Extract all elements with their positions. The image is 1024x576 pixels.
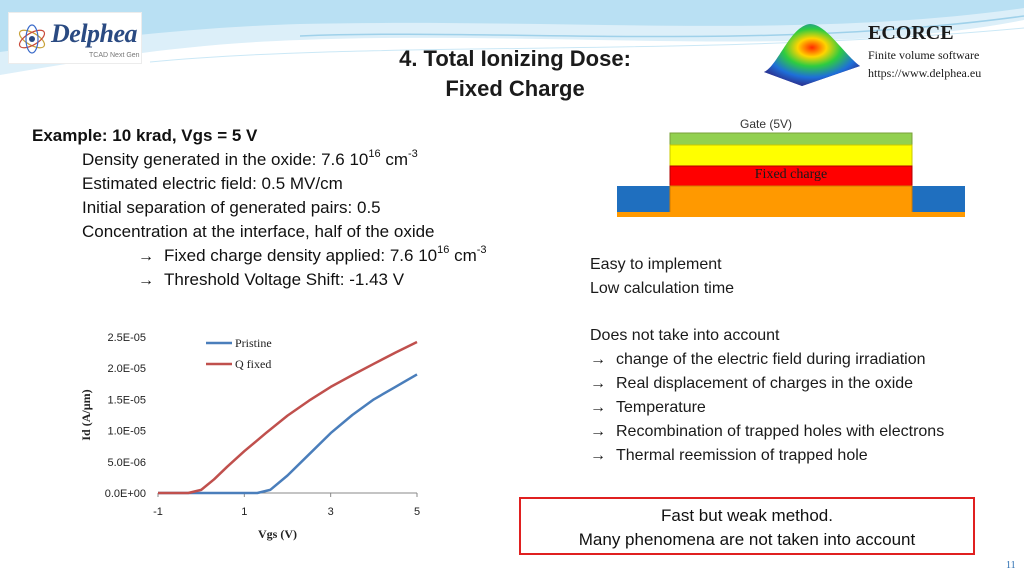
arrow-right-icon: →: [590, 423, 606, 440]
slide-title: 4. Total Ionizing Dose: Fixed Charge: [330, 44, 700, 104]
brand-subtitle: Finite volume software: [868, 48, 980, 62]
oxide-layer: [669, 144, 913, 167]
x-tick-label: 5: [414, 506, 420, 518]
separation-line: Initial separation of generated pairs: 0…: [82, 198, 381, 217]
x-tick-label: 3: [328, 506, 334, 518]
threshold-shift-line: → Threshold Voltage Shift: -1.43 V: [138, 270, 405, 289]
fixed-charge-label: Fixed charge: [754, 167, 828, 182]
y-tick-label: 1.0E-05: [107, 426, 146, 438]
callout-line2: Many phenomena are not taken into accoun…: [578, 530, 916, 549]
y-tick-label: 2.0E-05: [107, 363, 146, 375]
series-line-pristine: [158, 373, 418, 495]
legend-label: Q fixed: [235, 357, 271, 371]
logo-text: Delphea: [51, 19, 138, 48]
pro-item: Easy to implement: [590, 256, 722, 273]
logo-subtitle: TCAD Next Gen: [89, 52, 140, 59]
y-tick-label: 0.0E+00: [105, 488, 146, 500]
legend-label: Pristine: [235, 336, 272, 350]
brand-name: ECORCE: [868, 22, 954, 44]
applied-density-line: → Fixed charge density applied: 7.6 1016 …: [138, 244, 487, 265]
x-tick-label: 1: [241, 506, 247, 518]
y-tick-label: 5.0E-06: [107, 457, 146, 469]
concentration-line: Concentration at the interface, half of …: [82, 222, 435, 241]
y-tick-label: 1.5E-05: [107, 394, 146, 406]
page-number: 11: [1006, 560, 1016, 571]
chart-svg: 0.0E+00 5.0E-06 1.0E-05 1.5E-05 2.0E-05 2.5E-…: [79, 332, 420, 541]
header-decoration: [0, 0, 1024, 75]
callout-line1: Fast but weak method.: [661, 506, 833, 525]
arrow-right-icon: →: [138, 248, 154, 265]
example-heading: Example: 10 krad, Vgs = 5 V: [32, 126, 258, 145]
source-contact: [617, 186, 671, 214]
substrate-base: [617, 212, 965, 217]
slide-title-line2: Fixed Charge: [445, 76, 585, 101]
drain-contact: [911, 186, 965, 214]
simulation-surface-icon: [764, 24, 860, 86]
id-vgs-chart: 0.0E+00 5.0E-06 1.0E-05 1.5E-05 2.0E-05 2.5E-…: [60, 320, 436, 558]
delphea-logo: Delphea TCAD Next Gen: [8, 12, 142, 64]
field-line: Estimated electric field: 0.5 MV/cm: [82, 174, 343, 193]
x-tick-label: -1: [153, 506, 163, 518]
slide-title-line1: 4. Total Ionizing Dose:: [399, 46, 631, 71]
cons-item: → change of the electric field during irr…: [590, 351, 926, 368]
conclusion-callout: Fast but weak method. Many phenomena are…: [519, 497, 975, 555]
x-axis-title: Vgs (V): [258, 527, 297, 541]
cons-item: → Real displacement of charges in the oxi…: [590, 375, 914, 392]
cons-heading: Does not take into account: [590, 327, 780, 344]
arrow-right-icon: →: [138, 272, 154, 289]
arrow-right-icon: →: [590, 447, 606, 464]
arrow-right-icon: →: [590, 399, 606, 416]
gate-layer: [669, 132, 913, 146]
series-line-q-fixed: [158, 340, 418, 495]
atom-icon: [18, 24, 46, 54]
arrow-right-icon: →: [590, 351, 606, 368]
cons-item: → Temperature: [590, 399, 706, 416]
gate-label: Gate (5V): [740, 117, 793, 131]
substrate-layer: [669, 185, 913, 215]
y-axis-title: Id (A/µm): [79, 389, 93, 440]
y-tick-label: 2.5E-05: [107, 332, 146, 344]
cons-item: → Recombination of trapped holes with ele…: [590, 423, 945, 440]
pro-item: Low calculation time: [590, 280, 735, 297]
cons-item: → Thermal reemission of trapped hole: [590, 447, 868, 464]
density-line: Density generated in the oxide: 7.6 1016…: [82, 148, 418, 169]
device-cross-section: [617, 132, 965, 217]
arrow-right-icon: →: [590, 375, 606, 392]
brand-url: https://www.delphea.eu: [868, 66, 982, 80]
